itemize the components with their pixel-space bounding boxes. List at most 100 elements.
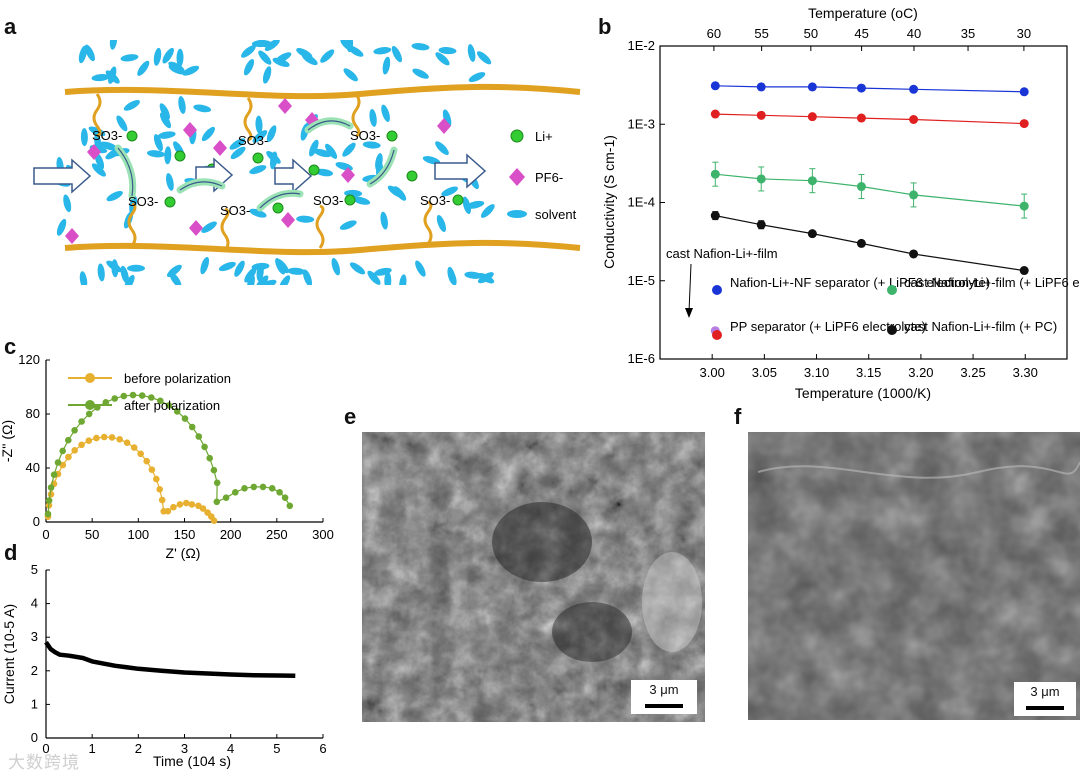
solvent-molecule — [120, 265, 129, 284]
flow-arrow — [274, 158, 313, 194]
legend-marker — [85, 373, 95, 383]
flow-arrow-out — [434, 153, 487, 189]
pf6-ion — [87, 144, 101, 160]
data-point — [210, 466, 218, 474]
data-point — [50, 471, 58, 478]
solvent-molecule — [436, 215, 446, 232]
solvent-molecule — [123, 100, 140, 111]
data-point — [102, 399, 110, 406]
data-point — [45, 497, 53, 504]
solvent-molecule — [230, 146, 246, 160]
data-point — [123, 439, 131, 446]
data-point — [213, 498, 221, 506]
y-axis-title: Conductivity (S cm-1) — [601, 135, 617, 269]
solvent-molecule — [442, 109, 452, 127]
solvent-molecule — [462, 196, 471, 215]
solvent-molecule — [127, 264, 145, 272]
data-point — [710, 81, 720, 91]
side-chain — [315, 204, 325, 249]
solvent-molecule — [399, 274, 407, 285]
legend-label: cast Nafion-Li+-film (+ PC) — [904, 319, 1057, 334]
top-x-tick-label: 35 — [961, 26, 975, 41]
li-ion — [344, 194, 356, 206]
x-tick-label: 3.20 — [908, 365, 933, 380]
y-tick-label: 40 — [26, 460, 40, 475]
so3-label: SO3- — [420, 193, 450, 208]
data-point — [170, 503, 177, 511]
solvent-molecule — [147, 150, 165, 158]
hop-arrow-outline — [117, 147, 134, 197]
y-tick-label: 1E-6 — [628, 351, 655, 366]
chart-legend: before polarization after polarization — [68, 371, 231, 413]
data-point — [111, 395, 118, 402]
data-series — [44, 640, 296, 679]
series-line — [715, 215, 1025, 272]
sem-image-f: 3 μm — [748, 432, 1080, 720]
data-point — [1019, 266, 1029, 276]
solvent-molecule — [362, 141, 381, 149]
solvent-molecule — [56, 218, 67, 236]
y-tick-label: 5 — [31, 562, 38, 577]
pf6-ion — [183, 122, 197, 138]
y-tick-label: 3 — [31, 629, 38, 644]
solvent-molecule — [169, 272, 182, 285]
data-point — [807, 176, 817, 186]
solvent-molecule — [255, 115, 263, 134]
solvent-molecule — [339, 220, 357, 230]
data-point — [44, 510, 52, 518]
side-chain — [220, 207, 230, 252]
panel-label-b: b — [598, 14, 612, 39]
solvent-molecule — [352, 196, 371, 205]
solvent-molecule — [157, 131, 176, 139]
data-point — [909, 190, 919, 200]
data-point — [206, 454, 213, 462]
data-point — [286, 502, 294, 510]
data-point — [268, 485, 276, 492]
data-point — [137, 450, 144, 458]
y-tick-label: 1E-5 — [628, 273, 655, 288]
x-tick-label: 100 — [127, 527, 149, 542]
data-point — [756, 174, 766, 184]
so3-label: SO3- — [128, 194, 158, 209]
legend-label-solvent: solvent — [535, 207, 577, 222]
y-tick-label: 1 — [31, 696, 38, 711]
solvent-molecule — [296, 215, 315, 223]
sem-image-e: 3 μm — [362, 432, 705, 722]
data-point — [71, 447, 78, 454]
solvent-molecule — [244, 267, 257, 283]
hop-arrow-outline — [179, 181, 223, 191]
li-ion — [164, 196, 176, 208]
membrane-bottom — [64, 239, 581, 256]
data-point — [85, 437, 93, 444]
li-ion — [126, 130, 138, 142]
data-point — [138, 392, 146, 399]
data-point — [156, 486, 163, 493]
solvent-molecule — [369, 108, 377, 127]
annotation-label: cast Nafion-Li+-film — [666, 246, 778, 261]
scale-bar-label: 3 μm — [649, 682, 679, 697]
data-point — [188, 423, 196, 431]
data-point — [250, 483, 258, 491]
data-point — [71, 427, 78, 434]
solvent-icon — [507, 210, 527, 218]
panel-label-a: a — [4, 14, 17, 39]
solvent-molecule — [325, 143, 338, 159]
data-point — [222, 494, 230, 501]
x-tick-label: 50 — [85, 527, 99, 542]
scale-bar-label: 3 μm — [1030, 684, 1060, 699]
data-point — [188, 501, 196, 508]
data-point — [153, 475, 160, 483]
ions — [65, 98, 464, 244]
data-series — [710, 81, 1029, 336]
data-point — [130, 444, 138, 451]
solvent-molecule — [247, 274, 255, 285]
solvent-molecule — [309, 139, 319, 157]
membrane-top — [64, 83, 581, 100]
solvent-molecule — [168, 64, 186, 75]
current-time-chart: 0 1 2 3 4 5 6 0 1 2 3 4 5 Time (104 s) Current (10-5… — [1, 562, 327, 769]
data-point — [710, 211, 720, 221]
data-point — [157, 397, 164, 405]
side-chain — [423, 200, 433, 245]
flow-arrow-in — [33, 158, 92, 194]
solvent-molecule — [447, 268, 457, 285]
